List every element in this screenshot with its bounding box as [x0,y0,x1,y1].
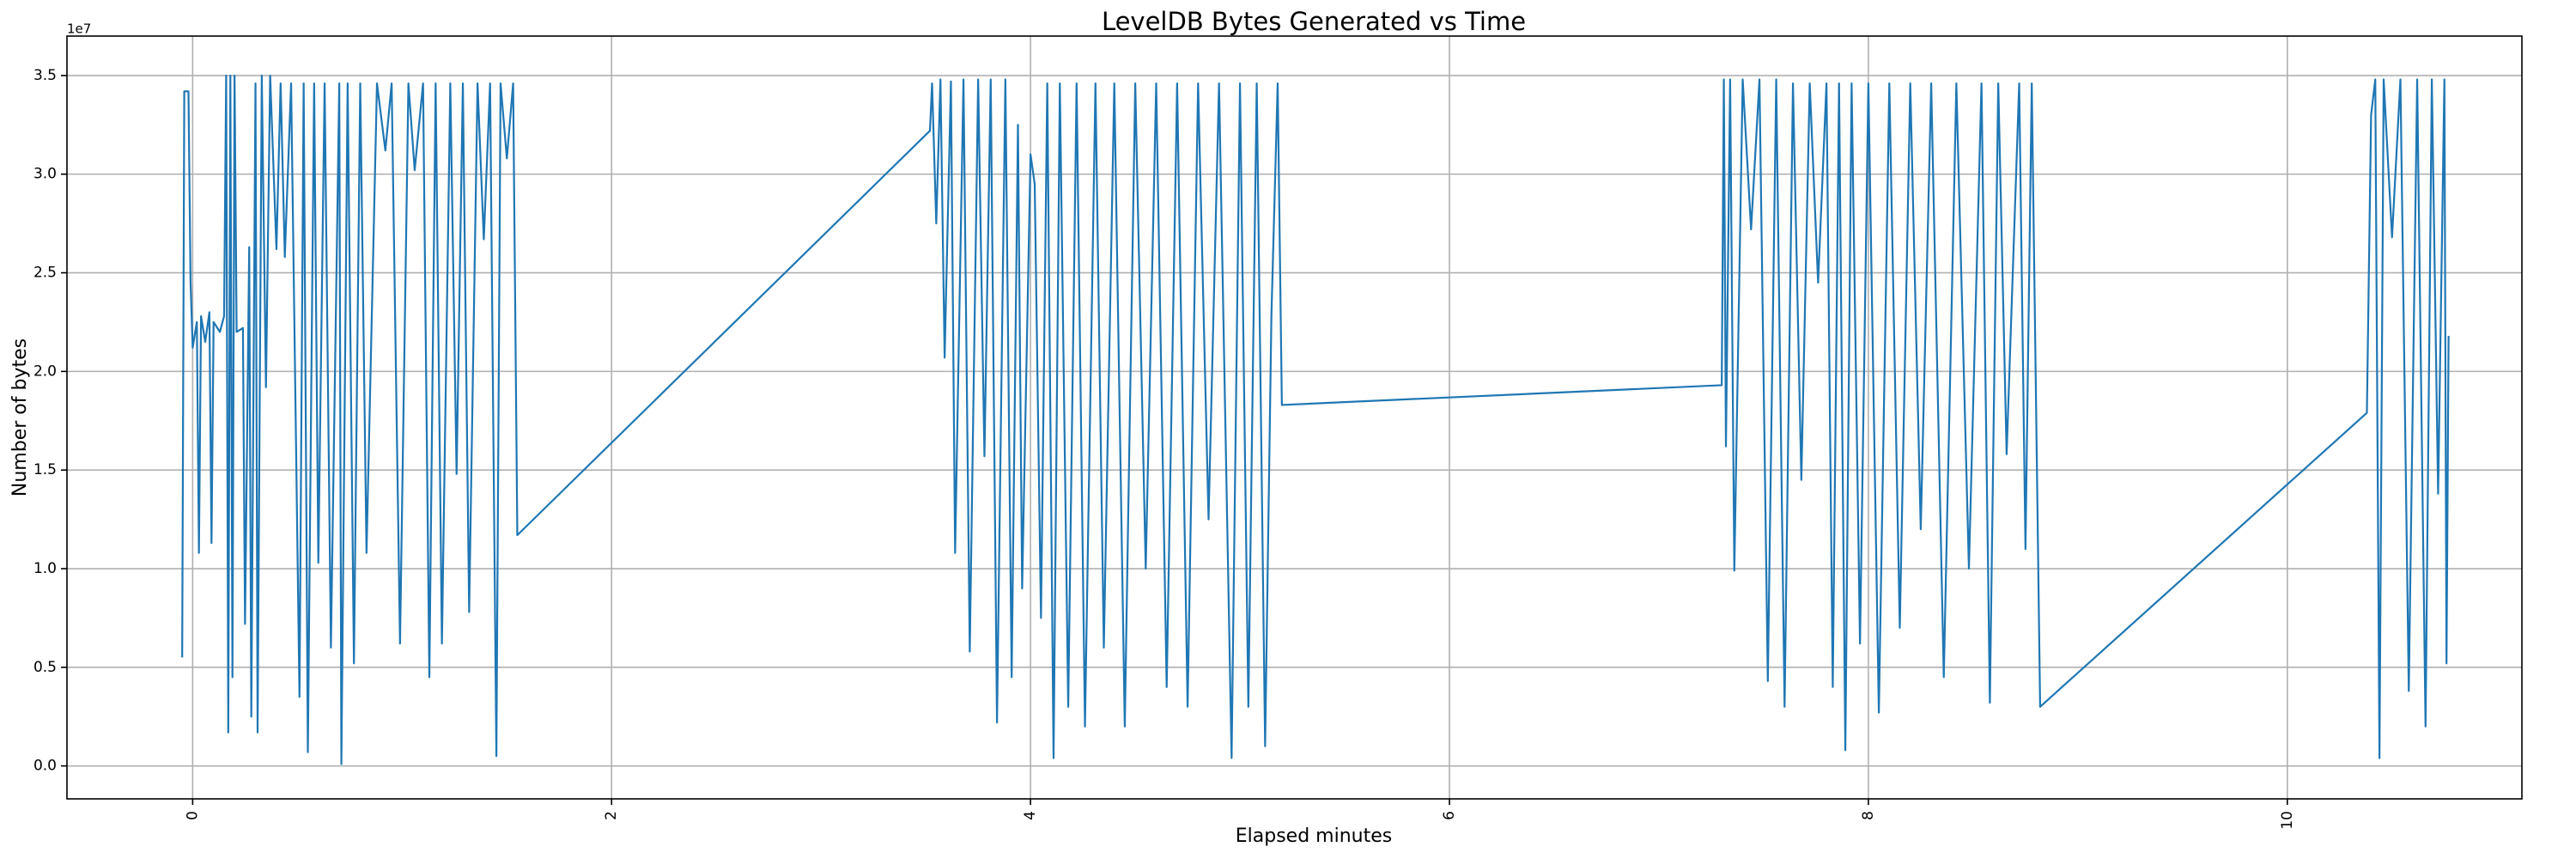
x-tick-label: 0 [184,811,201,820]
x-tick-label: 4 [1022,811,1039,820]
y-tick-label: 2.5 [33,265,57,282]
chart-title: LevelDB Bytes Generated vs Time [1102,7,1526,36]
x-tick-label: 8 [1860,811,1877,820]
y-tick-label: 3.0 [33,166,57,183]
y-tick-label: 2.0 [33,362,57,380]
y-offset-label: 1e7 [67,21,91,37]
y-tick-label: 1.0 [33,560,57,577]
x-tick-label: 6 [1441,811,1458,820]
x-axis-label: Elapsed minutes [1236,825,1392,847]
y-tick-label: 0.5 [33,659,57,676]
y-tick-label: 0.0 [33,758,57,775]
x-tick-label: 2 [603,811,620,820]
y-tick-label: 1.5 [33,461,57,478]
x-tick-label: 10 [2279,811,2296,830]
y-tick-label: 3.5 [33,67,57,84]
y-axis-label: Number of bytes [9,338,31,497]
plot-frame [66,35,2523,800]
data-line [181,74,2450,765]
